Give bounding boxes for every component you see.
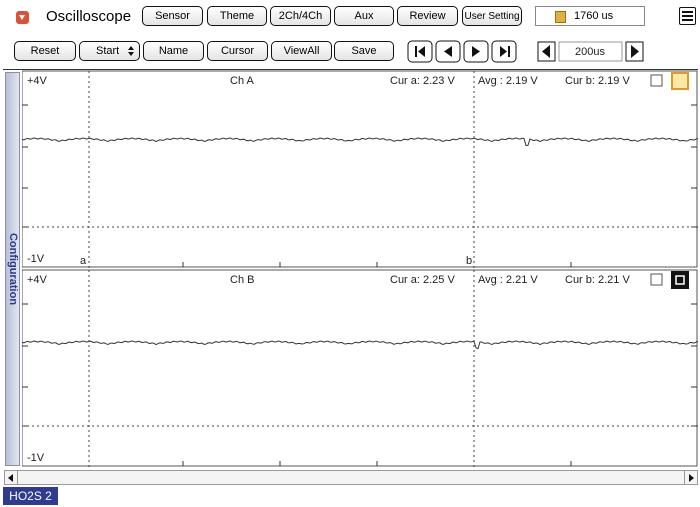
reset-button[interactable]: Reset <box>14 41 76 61</box>
side-tab[interactable]: Configuration <box>5 72 20 466</box>
plot-area: +4V -1V Ch A Cur a: 2.23 V Avg : 2.19 V Cur b… <box>22 70 698 467</box>
time-icon <box>555 11 566 23</box>
side-tab-label: Configuration <box>6 232 19 306</box>
waveform <box>22 340 698 350</box>
cursor-b-value: Cur b: 2.19 V <box>565 75 630 87</box>
timebase-value: 200us <box>575 46 605 58</box>
scale-bottom: -1V <box>27 253 45 265</box>
scrollbar[interactable] <box>4 470 698 485</box>
user-setting-button[interactable]: User Setting <box>462 6 522 26</box>
cursor-b-label: b <box>466 255 472 267</box>
cursor-a-label: a <box>80 255 87 267</box>
panel-border <box>22 70 698 268</box>
channels-button[interactable]: 2Ch/4Ch <box>270 6 331 26</box>
cursor-a-value: Cur a: 2.25 V <box>390 274 455 286</box>
scale-top: +4V <box>27 75 48 87</box>
theme-button[interactable]: Theme <box>207 6 267 26</box>
name-button[interactable]: Name <box>143 41 204 61</box>
channel-checkbox[interactable] <box>650 273 663 286</box>
channel-name: Ch A <box>230 75 255 87</box>
save-button[interactable]: Save <box>334 41 394 61</box>
cursor-a-value: Cur a: 2.23 V <box>390 75 455 87</box>
channel-checkbox[interactable] <box>650 74 663 87</box>
menu-button[interactable] <box>679 7 696 25</box>
timebase-box <box>558 41 623 62</box>
average-value: Avg : 2.21 V <box>478 274 538 286</box>
panel-border <box>22 269 698 467</box>
aux-button[interactable]: Aux <box>334 6 394 26</box>
start-label: Start <box>96 45 120 57</box>
status-label: HO2S 2 <box>3 487 58 505</box>
channel-panel: +4V -1V Ch A Cur a: 2.23 V Avg : 2.19 V Cur b… <box>22 70 698 268</box>
time-value: 1760 us <box>574 10 614 22</box>
cursor-b-value: Cur b: 2.21 V <box>565 274 630 286</box>
time-box: 1760 us <box>535 6 645 26</box>
waveform <box>22 137 698 147</box>
average-value: Avg : 2.19 V <box>478 75 538 87</box>
scale-bottom: -1V <box>27 452 45 464</box>
sensor-button[interactable]: Sensor <box>142 6 203 26</box>
app-icon[interactable] <box>16 11 29 24</box>
channel-panel: +4V -1V Ch B Cur a: 2.25 V Avg : 2.21 V Cur b… <box>22 269 698 467</box>
channel-color-inner <box>675 275 685 285</box>
scale-top: +4V <box>27 274 48 286</box>
nav-controls: 200us <box>407 40 644 63</box>
frame-top <box>3 69 698 70</box>
channel-name: Ch B <box>230 274 254 286</box>
channel-color[interactable] <box>671 72 689 90</box>
cursor-button[interactable]: Cursor <box>207 41 268 61</box>
app-title: Oscilloscope <box>46 8 132 25</box>
viewall-button[interactable]: ViewAll <box>271 41 332 61</box>
review-button[interactable]: Review <box>397 6 458 26</box>
start-button[interactable]: Start <box>79 41 140 61</box>
